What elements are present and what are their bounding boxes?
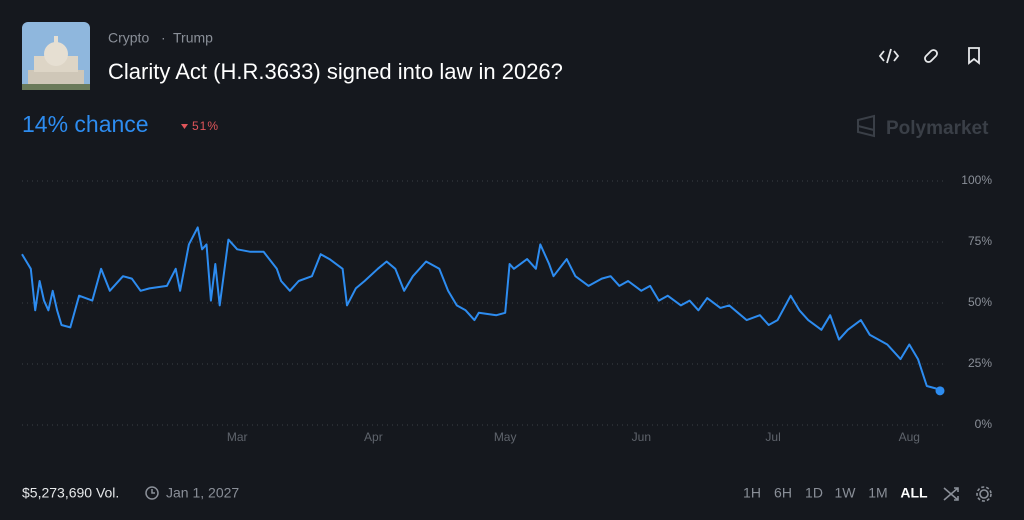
shuffle-icon[interactable] — [943, 487, 959, 501]
change: 51% — [192, 119, 219, 133]
footer-icons — [943, 486, 992, 502]
volume: $5,273,690 Vol. — [22, 485, 119, 501]
x-tick-label: Apr — [364, 430, 383, 444]
range-button[interactable]: 6H — [774, 485, 792, 501]
settings-icon[interactable] — [979, 489, 989, 499]
market-image — [22, 22, 90, 90]
x-tick-label: May — [494, 430, 517, 444]
breadcrumb[interactable]: Crypto — [108, 30, 149, 46]
header-icons — [878, 47, 980, 65]
clock-icon — [145, 486, 159, 500]
y-tick-label: 25% — [968, 356, 992, 370]
y-tick-label: 75% — [968, 234, 992, 248]
chart: 0% 25% 50% 75% 100% Mar Apr May Jun Jul Aug — [21, 173, 993, 444]
y-tick-label: 50% — [968, 295, 992, 309]
bookmark-icon[interactable] — [968, 47, 980, 65]
y-tick-label: 100% — [961, 173, 992, 187]
y-tick-label: 0% — [975, 417, 993, 431]
link-icon[interactable] — [924, 49, 938, 63]
market-title: Clarity Act (H.R.3633) signed into law i… — [108, 59, 563, 84]
x-tick-label: Mar — [227, 430, 248, 444]
embed-icon[interactable] — [878, 48, 900, 64]
chance: 14% chance — [22, 111, 149, 137]
range-button[interactable]: 1M — [868, 485, 887, 501]
brand: Polymarket — [886, 118, 989, 139]
price-line — [21, 226, 941, 392]
range-selector: 1H 6H 1D 1W 1M ALL — [743, 485, 928, 501]
breadcrumb[interactable]: Trump — [173, 30, 213, 46]
range-button[interactable]: ALL — [900, 485, 928, 501]
x-tick-label: Jun — [632, 430, 651, 444]
x-tick-label: Jul — [765, 430, 780, 444]
breadcrumb-separator: · — [161, 30, 166, 46]
end-date: Jan 1, 2027 — [166, 485, 239, 501]
change-arrow — [181, 124, 188, 129]
range-button[interactable]: 1W — [835, 485, 857, 501]
brand-logo — [857, 114, 875, 138]
range-button[interactable]: 1D — [805, 485, 823, 501]
range-button[interactable]: 1H — [743, 485, 761, 501]
x-tick-label: Aug — [899, 430, 920, 444]
current-point — [935, 386, 945, 396]
